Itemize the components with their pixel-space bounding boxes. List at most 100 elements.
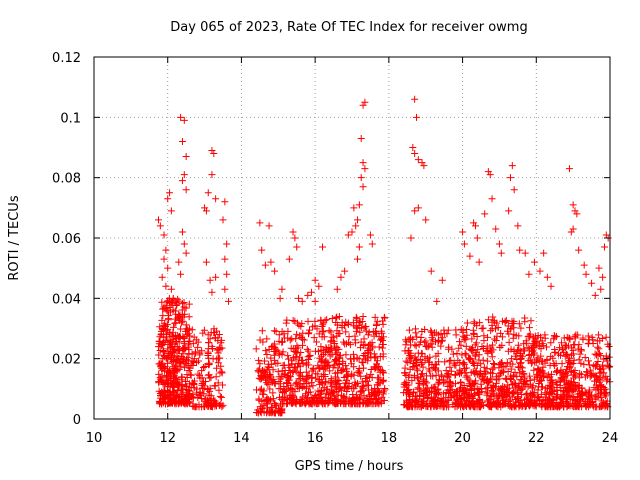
data-point — [267, 258, 275, 266]
data-point — [277, 409, 285, 417]
data-point — [179, 317, 187, 325]
data-point — [269, 389, 277, 397]
data-point — [422, 216, 430, 224]
data-point — [361, 98, 369, 106]
data-point — [497, 249, 505, 257]
data-point — [517, 324, 525, 332]
data-point — [416, 355, 424, 363]
data-point — [488, 365, 496, 373]
data-point — [405, 347, 413, 355]
data-point — [333, 369, 341, 377]
data-point — [361, 165, 369, 173]
data-point — [219, 216, 227, 224]
data-point — [377, 336, 385, 344]
data-point — [359, 159, 367, 167]
data-point — [463, 364, 471, 372]
data-point — [456, 338, 464, 346]
data-point — [259, 390, 267, 398]
data-point — [591, 372, 599, 380]
data-point — [585, 361, 593, 369]
data-point — [202, 207, 210, 215]
data-point — [176, 333, 184, 341]
data-point — [514, 222, 522, 230]
data-point — [188, 350, 196, 358]
data-point — [350, 371, 358, 379]
data-point — [360, 335, 368, 343]
data-point — [297, 357, 305, 365]
data-point — [526, 372, 534, 380]
data-point — [283, 380, 291, 388]
data-point — [271, 351, 279, 359]
data-point — [413, 113, 420, 121]
data-point — [352, 222, 360, 230]
data-point — [407, 234, 415, 242]
data-point — [515, 320, 523, 328]
data-point — [318, 323, 326, 331]
data-point — [164, 372, 172, 380]
data-point — [561, 352, 569, 360]
data-point — [189, 402, 197, 410]
data-point — [372, 328, 380, 336]
data-point — [177, 113, 185, 121]
data-point — [290, 364, 298, 372]
data-point — [456, 366, 464, 374]
data-point — [296, 332, 304, 340]
data-point — [595, 345, 603, 353]
data-point — [216, 369, 224, 377]
data-point — [373, 320, 381, 328]
data-point — [503, 375, 511, 383]
data-point — [299, 399, 307, 407]
data-point — [342, 328, 350, 336]
y-tick-label: 0.06 — [52, 232, 81, 247]
data-point — [350, 322, 358, 330]
data-point — [258, 327, 266, 335]
data-point — [552, 378, 560, 386]
data-point — [380, 333, 387, 341]
data-point — [475, 371, 483, 379]
data-point — [327, 344, 335, 352]
data-point — [204, 331, 212, 339]
data-point — [535, 397, 543, 405]
data-point — [492, 336, 500, 344]
data-point — [284, 327, 292, 335]
data-point — [370, 332, 378, 340]
data-point — [263, 394, 271, 402]
data-point — [349, 350, 357, 358]
data-point — [561, 341, 569, 349]
data-point — [417, 370, 425, 378]
data-point — [473, 234, 481, 242]
data-point — [566, 392, 574, 400]
data-point — [298, 320, 306, 328]
data-point — [489, 346, 497, 354]
data-point — [180, 298, 188, 306]
data-point — [515, 332, 523, 340]
data-point — [281, 334, 289, 342]
data-point — [255, 374, 263, 382]
x-axis-label: GPS time / hours — [295, 459, 404, 474]
data-point — [576, 397, 584, 405]
data-point — [412, 357, 420, 365]
data-point — [582, 402, 590, 410]
data-point — [484, 357, 492, 365]
data-point — [414, 375, 422, 383]
data-point — [336, 351, 344, 359]
data-point — [415, 341, 423, 349]
data-point — [338, 322, 346, 330]
data-point — [558, 360, 566, 368]
chart-title: Day 065 of 2023, Rate Of TEC Index for r… — [170, 20, 527, 35]
data-point — [256, 219, 264, 227]
data-point — [475, 258, 483, 266]
data-point — [218, 368, 226, 376]
data-point — [470, 403, 478, 411]
data-point — [457, 378, 465, 386]
data-point — [182, 186, 190, 194]
data-point — [282, 319, 290, 327]
data-point — [451, 399, 459, 407]
data-point — [285, 255, 293, 263]
data-point — [510, 186, 518, 194]
data-point — [306, 399, 314, 407]
data-point — [335, 360, 343, 368]
data-point — [571, 399, 579, 407]
data-point — [350, 363, 358, 371]
data-point — [535, 393, 543, 401]
